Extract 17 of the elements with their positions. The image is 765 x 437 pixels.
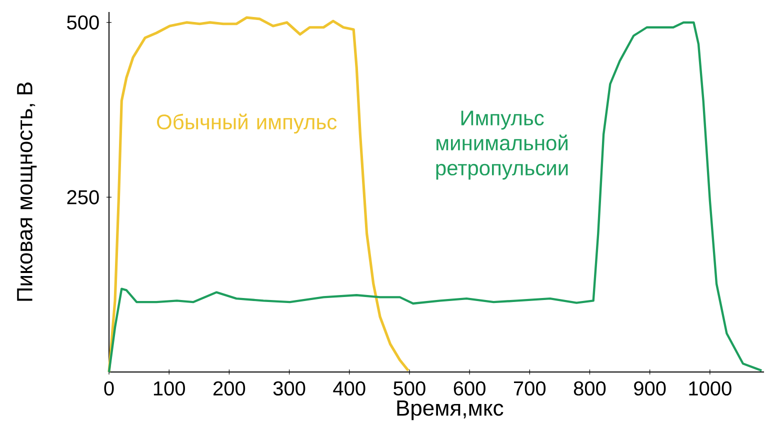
x-tick-label: 0 (104, 381, 114, 396)
y-axis-title: Пиковая мощность, В (17, 82, 37, 301)
x-tick-label: 800 (574, 381, 606, 396)
x-tick-label: 300 (273, 381, 306, 396)
series-label: Обычный импульс (157, 114, 337, 134)
x-axis-title: Время,мкс (397, 400, 504, 420)
y-tick-label: 250 (67, 190, 99, 204)
x-tick-label: 100 (154, 381, 185, 396)
x-tick-label: 1000 (689, 381, 732, 396)
x-tick-label: 500 (394, 381, 426, 396)
line-series (108, 16, 410, 374)
series-label: Импульс минимальной ретропульсии (436, 110, 568, 180)
x-tick-label: 200 (214, 381, 246, 396)
x-tick-label: 400 (333, 381, 366, 396)
x-tick-label: 600 (454, 381, 486, 396)
x-tick-label: 700 (514, 381, 546, 396)
x-tick-label: 900 (634, 381, 666, 396)
